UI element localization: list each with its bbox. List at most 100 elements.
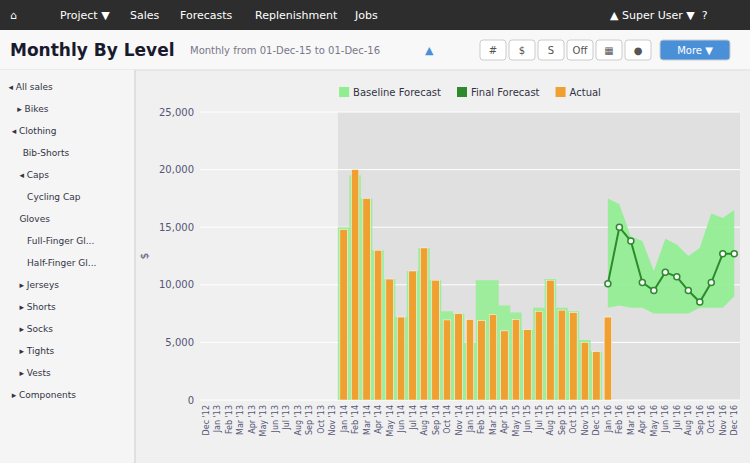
tree-item[interactable]: ▸ Jerseys [19,280,59,290]
legend-swatch [339,87,349,97]
line-point [662,269,668,275]
line-point [639,279,645,285]
legend-label: Baseline Forecast [353,87,441,98]
x-tick-label: Aug '13 [294,405,303,436]
legend-swatch [457,87,467,97]
toolbar-button[interactable] [625,40,651,60]
x-tick-label: Sep '13 [305,405,314,435]
line-point [651,288,657,294]
x-tick-label: Feb '15 [477,405,486,434]
tree-item[interactable]: ◂ All sales [8,82,53,92]
tree-item[interactable]: ▸ Vests [19,368,51,378]
bar [409,271,416,400]
grid-line [200,169,740,170]
tree-item[interactable]: ◂ Clothing [12,126,57,136]
bar [558,310,565,400]
nav-item[interactable]: Sales [130,9,160,22]
bar [455,314,462,400]
toolbar-button-label[interactable]: Off [573,45,589,56]
x-tick-label: Jul '13 [282,405,291,431]
grid-line [200,227,740,228]
x-tick-label: Mar '16 [627,405,636,435]
x-tick-label: Dec '12 [202,405,211,435]
x-tick-label: Apr '15 [500,405,509,434]
x-tick-label: Sep '15 [558,405,567,435]
toolbar-icon: ▲ [425,44,434,57]
y-tick-label: 25,000 [159,107,194,118]
bar [604,317,611,400]
toolbar-button-label[interactable]: $ [519,45,525,56]
bar [570,312,577,400]
line-point [708,279,714,285]
nav-item[interactable]: ▲ Super User ▼ ? [610,9,708,22]
toolbar-button[interactable] [596,40,622,60]
toolbar-button[interactable] [660,40,730,60]
page-background [0,0,750,463]
tree-item[interactable]: ▸ Bikes [17,104,48,114]
tree-item[interactable]: ▸ Components [12,390,77,400]
x-tick-label: Sep '16 [696,405,705,435]
toolbar-button[interactable] [567,40,593,60]
tree-item[interactable]: Bib-Shorts [23,148,70,158]
toolbar-button-label[interactable]: More ▼ [677,45,713,56]
toolbar-button[interactable] [480,40,506,60]
x-tick-label: Apr '13 [248,405,257,434]
x-tick-label: Oct '13 [317,405,326,434]
bar [340,230,347,400]
tree-item[interactable]: ◂ Caps [19,170,49,180]
nav-item[interactable]: ⌂ [10,9,17,22]
tree-item[interactable]: ▸ Socks [19,324,53,334]
x-tick-label: Mar '14 [363,405,372,435]
x-tick-label: Aug '16 [684,405,693,436]
toolbar-button-label[interactable]: ▦ [604,45,613,56]
bar [420,248,427,400]
tree-item[interactable]: Full-Finger Gl... [27,236,94,246]
nav-bar [0,0,750,30]
x-tick-label: Sep '14 [432,405,441,435]
y-tick-label: 10,000 [159,279,194,290]
x-tick-label: Dec '16 [730,405,739,435]
nav-item[interactable]: Forecasts [180,9,233,22]
legend-label: Actual [570,87,601,98]
bar [524,330,531,400]
plot-marks [338,170,737,400]
x-tick-label: Mar '13 [236,405,245,435]
tree-item[interactable]: Cycling Cap [27,192,81,202]
grid-line [200,112,740,113]
x-tick-label: Mar '15 [489,405,498,435]
line-point [628,238,634,244]
bar [547,280,554,400]
toolbar-button[interactable] [538,40,564,60]
legend-swatch [556,87,566,97]
x-tick-label: Jul '16 [673,405,682,431]
history-shading [200,112,338,400]
toolbar-button-label[interactable]: # [489,45,497,56]
line-point [697,299,703,305]
plot-background [200,112,740,400]
toolbar-button-label[interactable]: S [548,45,554,56]
x-tick-label: May '13 [259,405,268,436]
line-point [674,274,680,280]
x-tick-label: Nov '16 [719,405,728,436]
x-tick-label: Oct '15 [569,405,578,434]
tree-item[interactable]: ▸ Tights [19,346,54,356]
bar [351,170,358,400]
nav-item[interactable]: Project ▼ [60,9,110,22]
nav-item[interactable]: Jobs [354,9,378,22]
nav-item[interactable]: Replenishment [255,9,338,22]
x-tick-label: Dec '15 [592,405,601,435]
legend: Baseline ForecastFinal ForecastActual [339,87,601,98]
line-point [616,224,622,230]
x-tick-label: Jul '14 [409,405,418,431]
toolbar-button[interactable] [509,40,535,60]
toolbar-button-label[interactable]: ● [634,45,643,56]
tree-item[interactable]: Gloves [19,214,50,224]
tree-item[interactable]: ▸ Shorts [19,302,56,312]
x-tick-label: Aug '14 [420,405,429,436]
line-point [720,251,726,257]
x-tick-label: Nov '14 [455,405,464,436]
panel-separator [135,70,136,463]
x-tick-label: Oct '14 [443,405,452,434]
x-tick-label: Jun '15 [523,405,532,433]
tree-item[interactable]: Half-Finger Gl... [27,258,96,268]
